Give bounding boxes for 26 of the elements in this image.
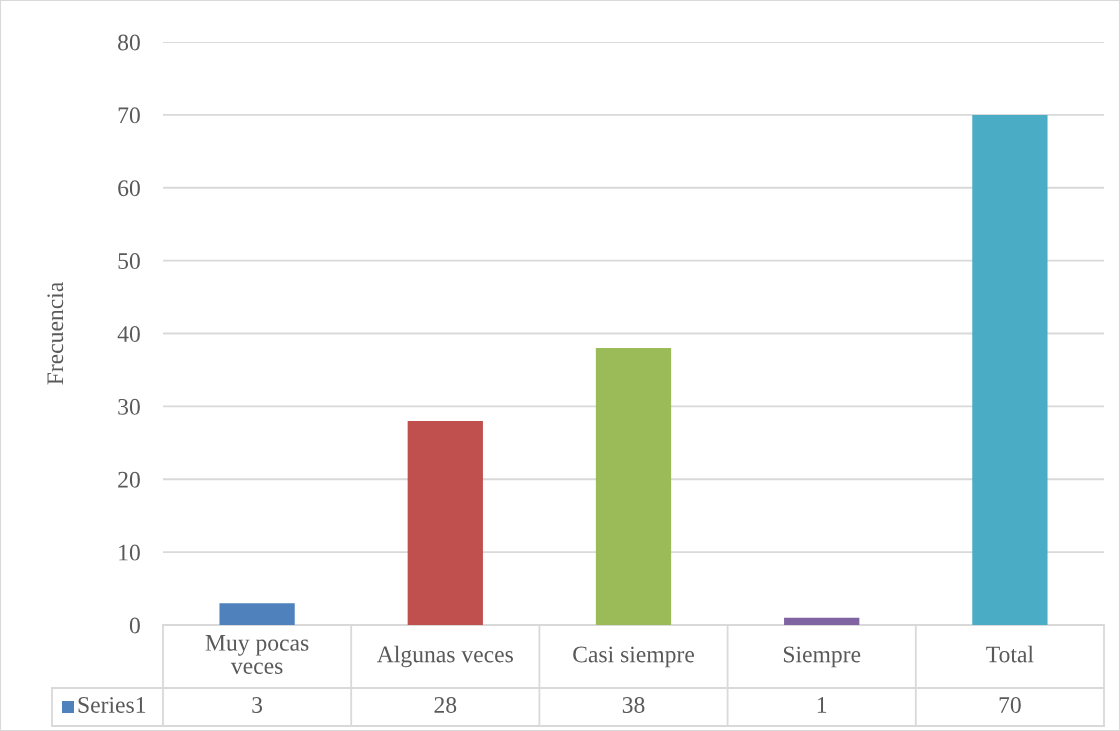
data-label: 28 [434, 696, 457, 713]
y-tick-label: 50 [118, 253, 140, 270]
data-label: 70 [999, 696, 1021, 713]
y-tick-label: 0 [129, 617, 140, 634]
x-tick-label: Casi siempre [573, 646, 694, 668]
y-tick-label: 70 [118, 107, 140, 124]
y-tick-label: 40 [117, 325, 140, 342]
y-axis-title: Frecuencia [47, 282, 64, 385]
x-tick-label: Siempre [783, 646, 861, 668]
bar [972, 114, 1048, 625]
y-tick-label: 10 [119, 544, 140, 561]
x-tick-label: Muy pocas veces [205, 635, 309, 674]
x-tick-label: Total [986, 645, 1034, 663]
y-tick-label: 20 [118, 471, 140, 488]
bar [219, 603, 295, 625]
bar [407, 420, 483, 625]
y-tick-label: 60 [118, 180, 140, 197]
data-label: 3 [252, 697, 263, 713]
legend-label: Series1 [78, 697, 146, 713]
y-tick-label: 30 [118, 398, 140, 415]
data-label: 38 [622, 696, 645, 713]
data-label: 1 [817, 697, 827, 713]
bar [784, 617, 860, 625]
bar [595, 348, 672, 625]
x-tick-label: Algunas veces [377, 645, 513, 668]
y-tick-label: 80 [118, 34, 140, 51]
